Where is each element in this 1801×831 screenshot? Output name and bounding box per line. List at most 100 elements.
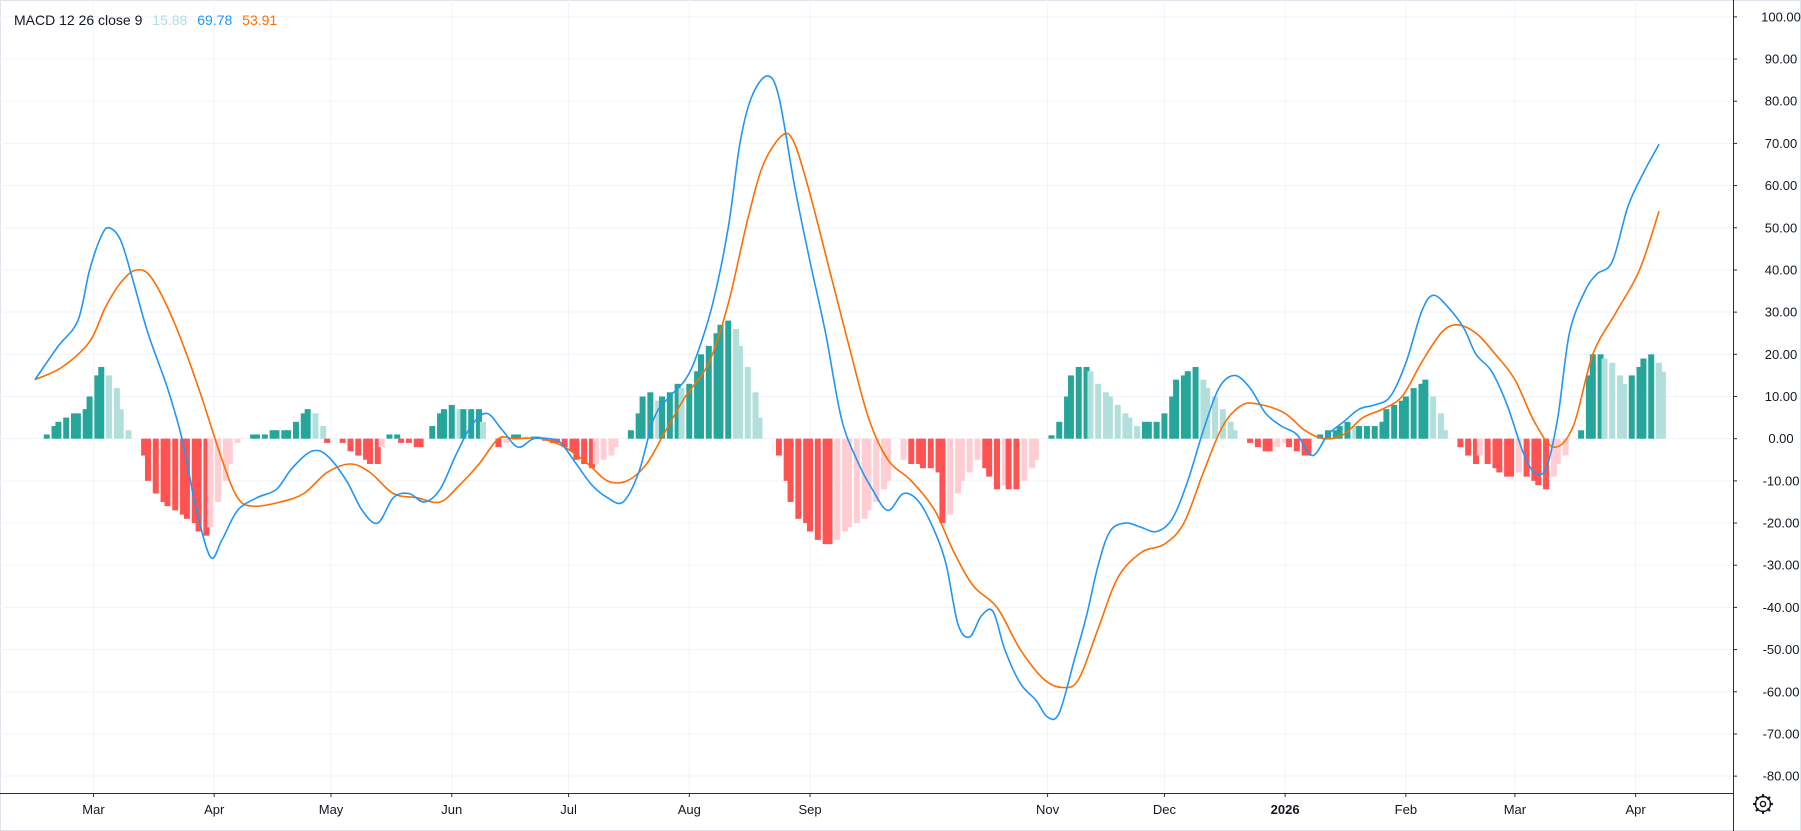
histogram-bar <box>608 438 615 456</box>
histogram-bar <box>705 345 712 439</box>
histogram-bar <box>1161 413 1168 439</box>
histogram-bar <box>1554 438 1561 464</box>
histogram-bar <box>495 438 502 448</box>
histogram-bar <box>106 375 113 439</box>
histogram-bar <box>1145 421 1152 439</box>
histogram-bar <box>55 421 62 439</box>
x-tick-label: Aug <box>678 802 701 817</box>
histogram-bar <box>86 396 93 439</box>
histogram-bar <box>807 438 814 532</box>
histogram-bar <box>756 417 763 439</box>
x-tick-label: Nov <box>1036 802 1060 817</box>
histogram-bar <box>1126 417 1133 439</box>
histogram-bar <box>1200 379 1207 439</box>
histogram-bar <box>865 438 872 511</box>
y-tick-label: -40.00 <box>1763 600 1800 615</box>
histogram-bar <box>1180 375 1187 439</box>
histogram-bar <box>655 400 662 439</box>
histogram-bar <box>1550 438 1557 477</box>
histogram-bar <box>1153 421 1160 439</box>
histogram-bar <box>261 434 268 439</box>
chart-settings-button[interactable] <box>1749 790 1777 818</box>
legend-signal-value: 53.91 <box>242 12 278 28</box>
histogram-bar <box>74 413 81 439</box>
y-tick-label: 50.00 <box>1765 220 1798 235</box>
histogram-bar <box>1531 438 1538 481</box>
histogram-bar <box>1021 438 1028 481</box>
histogram-bar <box>456 409 463 439</box>
histogram-bar <box>1087 371 1094 439</box>
histogram-bar <box>405 438 412 443</box>
histogram-bar <box>1543 438 1550 490</box>
histogram-bar <box>1344 421 1351 439</box>
histogram-bar <box>191 438 198 524</box>
histogram-bar <box>222 438 229 481</box>
histogram-bar <box>666 392 673 439</box>
histogram-bar <box>635 413 642 439</box>
histogram-bar <box>697 354 704 439</box>
histogram-bar <box>1317 434 1324 439</box>
histogram-bar <box>822 438 829 545</box>
histogram-bar <box>1410 388 1417 439</box>
histogram-bar <box>160 438 167 502</box>
indicator-legend[interactable]: MACD 12 26 close 9 15.88 69.78 53.91 <box>14 12 283 28</box>
histogram-bar <box>292 421 299 439</box>
histogram-bar <box>164 438 171 507</box>
histogram-bar <box>215 438 222 502</box>
histogram-bar <box>908 438 915 464</box>
signal-line <box>34 132 1660 689</box>
x-tick-label: 2026 <box>1271 802 1300 817</box>
x-tick-label: Mar <box>1504 802 1527 817</box>
histogram-bar <box>1231 430 1238 439</box>
gear-icon <box>1752 793 1774 815</box>
time-axis: Mar Apr May Jun Jul Aug Sep Nov Dec 2026 Feb Mar Apr <box>82 793 1646 817</box>
histogram-bar <box>845 438 852 528</box>
histogram-bar <box>1305 438 1312 456</box>
histogram-bar <box>861 438 868 519</box>
x-tick-label: Mar <box>82 802 105 817</box>
histogram-bar <box>304 409 311 439</box>
histogram-bar <box>787 438 794 502</box>
y-tick-label: -70.00 <box>1763 726 1800 741</box>
y-tick-label: -80.00 <box>1763 769 1800 784</box>
histogram-bar <box>320 426 327 439</box>
y-tick-label: -30.00 <box>1763 558 1800 573</box>
histogram-bar <box>592 438 599 464</box>
legend-macd-value: 69.78 <box>197 12 233 28</box>
histogram-bar <box>736 345 743 439</box>
histogram-bar <box>1266 438 1273 452</box>
histogram-bar <box>581 438 588 464</box>
histogram-bar <box>479 421 486 439</box>
histogram-bar <box>783 438 790 481</box>
histogram-bar <box>234 438 241 443</box>
histogram-bar <box>429 426 436 439</box>
histogram-bar <box>374 438 381 464</box>
histogram-bar <box>254 434 261 439</box>
histogram-bar <box>1504 438 1511 477</box>
histogram-bar <box>1332 430 1339 439</box>
histogram-bar <box>814 438 821 540</box>
histogram-bar <box>203 438 210 536</box>
histogram-bar <box>1122 413 1129 439</box>
histogram-bar <box>1562 438 1569 456</box>
histogram-bar <box>826 438 833 545</box>
histogram-bar <box>1064 396 1071 439</box>
histogram-bar <box>1601 358 1608 439</box>
histogram-bar <box>43 434 50 439</box>
histogram-bar <box>226 438 233 464</box>
x-tick-label: Jun <box>441 802 462 817</box>
y-tick-label: 90.00 <box>1765 52 1798 67</box>
histogram-bar <box>514 434 521 439</box>
histogram-bar <box>70 413 77 439</box>
y-tick-label: 60.00 <box>1765 178 1798 193</box>
histogram-bar <box>678 388 685 439</box>
histogram-bar <box>1356 426 1363 439</box>
histogram-bar <box>1212 396 1219 439</box>
histogram-bar <box>1286 438 1293 448</box>
histogram-bar <box>1640 358 1647 439</box>
y-tick-label: 10.00 <box>1765 389 1798 404</box>
histogram-bar <box>1013 438 1020 490</box>
histogram-bar <box>1402 396 1409 439</box>
histogram-bar <box>1422 379 1429 439</box>
y-tick-label: 80.00 <box>1765 94 1798 109</box>
